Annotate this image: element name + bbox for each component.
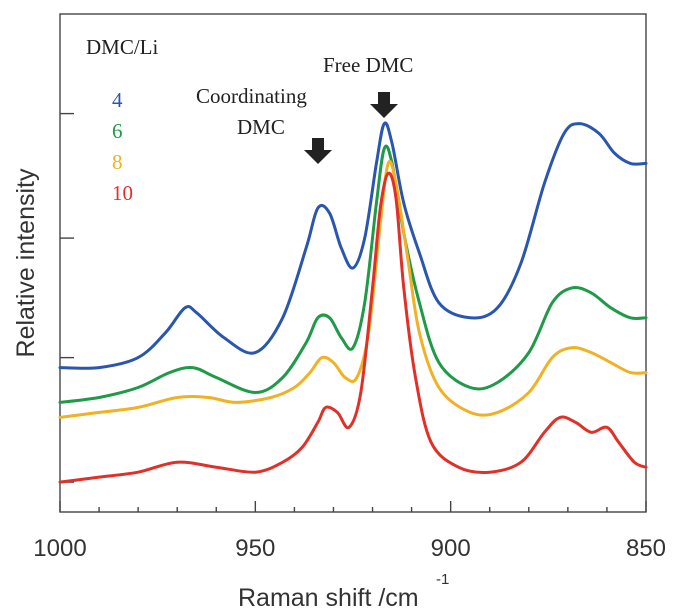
- x-tick-label: 850: [626, 535, 666, 562]
- legend-entry-6: 6: [112, 119, 123, 143]
- series-line-dmc-li-8: [58, 160, 648, 419]
- annotation-coordinating-line2: DMC: [237, 115, 285, 139]
- series-line-dmc-li-6: [58, 144, 648, 404]
- annotation-free-dmc: Free DMC: [323, 53, 413, 77]
- series-line-dmc-li-4: [58, 121, 648, 370]
- x-axis-label-superscript: -1: [436, 571, 449, 588]
- x-axis-label-group: Raman shift /cm -1: [238, 571, 449, 612]
- x-axis-ticks: 1000 950 900 850: [33, 501, 666, 562]
- plot-frame: [59, 13, 647, 513]
- x-axis-label: Raman shift /cm: [238, 584, 419, 612]
- legend-entry-10: 10: [112, 181, 133, 205]
- legend-entry-4: 4: [112, 88, 123, 112]
- x-tick-label: 1000: [33, 535, 86, 562]
- series-line-dmc-li-10: [58, 171, 648, 484]
- legend: DMC/Li 4 6 8 10: [86, 35, 159, 205]
- spectrum-series: [58, 121, 648, 484]
- peak-annotations: Coordinating DMC Free DMC: [196, 53, 413, 164]
- legend-entry-8: 8: [112, 150, 123, 174]
- legend-title: DMC/Li: [86, 35, 159, 59]
- x-tick-label: 900: [431, 535, 471, 562]
- arrow-down-icon: [304, 138, 332, 164]
- y-axis-label: Relative intensity: [12, 168, 40, 357]
- x-tick-label: 950: [235, 535, 275, 562]
- annotation-coordinating-line1: Coordinating: [196, 84, 307, 108]
- arrow-down-icon: [370, 92, 398, 118]
